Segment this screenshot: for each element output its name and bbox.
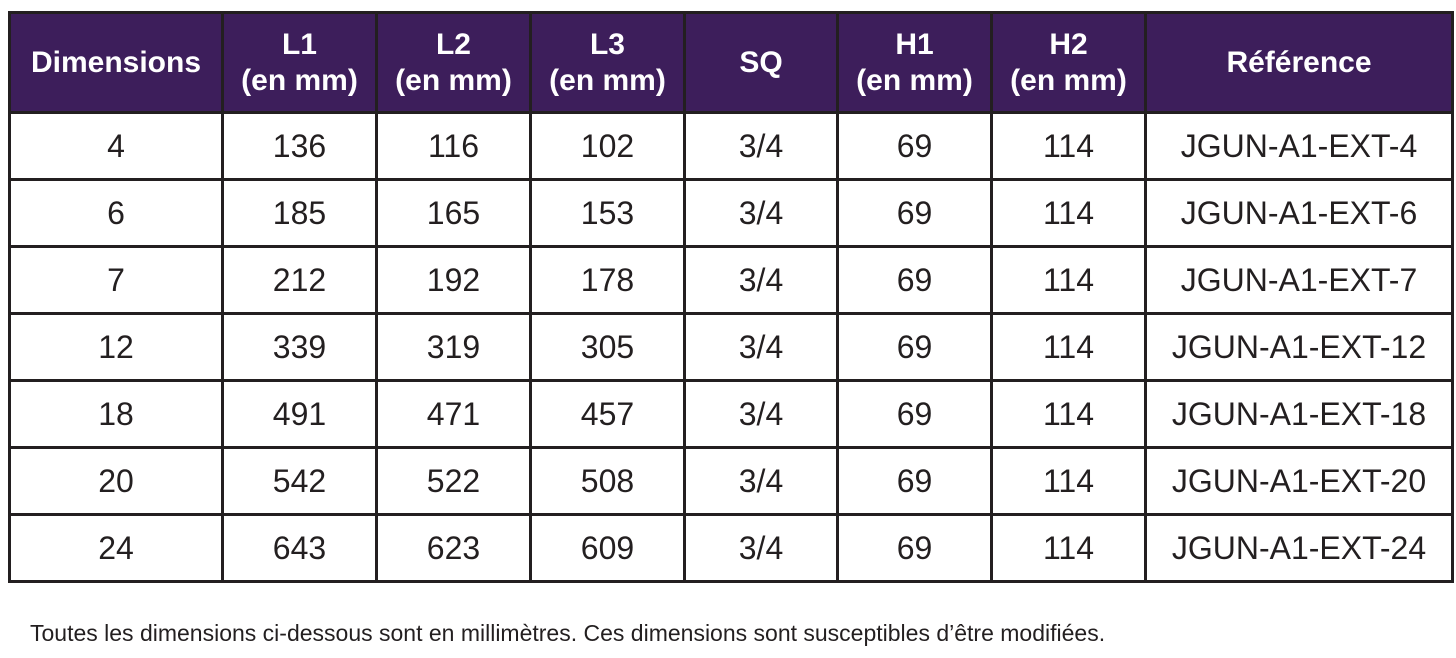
cell-reference: JGUN-A1-EXT-4	[1144, 111, 1454, 181]
cell-l1: 542	[221, 446, 378, 516]
cell-h1: 69	[836, 111, 993, 181]
dimensions-table-container: Dimensions L1 (en mm) L2 (en mm) L3 (en mm)…	[8, 11, 1454, 583]
cell-h1: 69	[836, 379, 993, 449]
cell-l1: 185	[221, 178, 378, 248]
cell-l2: 623	[375, 513, 532, 583]
table-row: 18 491 471 457 3/4 69 114 JGUN-A1-EXT-18	[8, 379, 1454, 449]
cell-sq: 3/4	[683, 513, 839, 583]
cell-reference: JGUN-A1-EXT-18	[1144, 379, 1454, 449]
table-row: 7 212 192 178 3/4 69 114 JGUN-A1-EXT-7	[8, 245, 1454, 315]
cell-reference: JGUN-A1-EXT-6	[1144, 178, 1454, 248]
cell-h2: 114	[990, 178, 1147, 248]
header-label: L1	[281, 27, 317, 61]
header-l3: L3 (en mm)	[529, 11, 686, 114]
cell-l3: 102	[529, 111, 686, 181]
cell-l1: 212	[221, 245, 378, 315]
cell-h1: 69	[836, 312, 993, 382]
cell-reference: JGUN-A1-EXT-20	[1144, 446, 1454, 516]
header-label: L2	[435, 27, 471, 61]
cell-l2: 165	[375, 178, 532, 248]
cell-l3: 153	[529, 178, 686, 248]
header-l2: L2 (en mm)	[375, 11, 532, 114]
cell-l2: 471	[375, 379, 532, 449]
header-h1: H1 (en mm)	[836, 11, 993, 114]
table-row: 4 136 116 102 3/4 69 114 JGUN-A1-EXT-4	[8, 111, 1454, 181]
cell-reference: JGUN-A1-EXT-7	[1144, 245, 1454, 315]
cell-sq: 3/4	[683, 379, 839, 449]
cell-h1: 69	[836, 178, 993, 248]
cell-l3: 457	[529, 379, 686, 449]
header-h2: H2 (en mm)	[990, 11, 1147, 114]
cell-l1: 491	[221, 379, 378, 449]
header-label: Dimensions	[30, 45, 202, 79]
cell-dimension: 4	[8, 111, 224, 181]
header-row: Dimensions L1 (en mm) L2 (en mm) L3 (en mm)…	[8, 11, 1454, 114]
header-dimensions: Dimensions	[8, 11, 224, 114]
cell-h1: 69	[836, 513, 993, 583]
table-row: 6 185 165 153 3/4 69 114 JGUN-A1-EXT-6	[8, 178, 1454, 248]
cell-h1: 69	[836, 245, 993, 315]
cell-h2: 114	[990, 379, 1147, 449]
cell-l2: 116	[375, 111, 532, 181]
cell-sq: 3/4	[683, 111, 839, 181]
header-label: H2	[1049, 27, 1088, 61]
header-l1: L1 (en mm)	[221, 11, 378, 114]
cell-l3: 305	[529, 312, 686, 382]
header-unit: (en mm)	[549, 63, 666, 97]
table-row: 20 542 522 508 3/4 69 114 JGUN-A1-EXT-20	[8, 446, 1454, 516]
header-label: H1	[895, 27, 934, 61]
cell-dimension: 20	[8, 446, 224, 516]
cell-l3: 508	[529, 446, 686, 516]
table-row: 24 643 623 609 3/4 69 114 JGUN-A1-EXT-24	[8, 513, 1454, 583]
table-header: Dimensions L1 (en mm) L2 (en mm) L3 (en mm)…	[8, 11, 1454, 114]
cell-h2: 114	[990, 312, 1147, 382]
cell-l1: 339	[221, 312, 378, 382]
cell-l1: 136	[221, 111, 378, 181]
cell-l2: 319	[375, 312, 532, 382]
cell-l3: 178	[529, 245, 686, 315]
header-sq: SQ	[683, 11, 839, 114]
table-row: 12 339 319 305 3/4 69 114 JGUN-A1-EXT-12	[8, 312, 1454, 382]
header-unit: (en mm)	[395, 63, 512, 97]
dimensions-table: Dimensions L1 (en mm) L2 (en mm) L3 (en mm)…	[8, 11, 1454, 583]
cell-l2: 522	[375, 446, 532, 516]
cell-dimension: 6	[8, 178, 224, 248]
cell-sq: 3/4	[683, 446, 839, 516]
header-unit: (en mm)	[241, 63, 358, 97]
cell-reference: JGUN-A1-EXT-24	[1144, 513, 1454, 583]
cell-dimension: 18	[8, 379, 224, 449]
cell-h1: 69	[836, 446, 993, 516]
table-body: 4 136 116 102 3/4 69 114 JGUN-A1-EXT-4 6…	[8, 111, 1454, 583]
header-label: Référence	[1226, 45, 1372, 79]
cell-l1: 643	[221, 513, 378, 583]
cell-h2: 114	[990, 245, 1147, 315]
cell-l2: 192	[375, 245, 532, 315]
header-unit: (en mm)	[1010, 63, 1127, 97]
cell-dimension: 7	[8, 245, 224, 315]
header-label: SQ	[739, 45, 783, 79]
cell-sq: 3/4	[683, 178, 839, 248]
header-label: L3	[589, 27, 625, 61]
cell-sq: 3/4	[683, 312, 839, 382]
cell-dimension: 24	[8, 513, 224, 583]
cell-h2: 114	[990, 513, 1147, 583]
cell-sq: 3/4	[683, 245, 839, 315]
footnote: Toutes les dimensions ci-dessous sont en…	[30, 620, 1106, 646]
cell-dimension: 12	[8, 312, 224, 382]
cell-reference: JGUN-A1-EXT-12	[1144, 312, 1454, 382]
cell-h2: 114	[990, 111, 1147, 181]
cell-l3: 609	[529, 513, 686, 583]
header-reference: Référence	[1144, 11, 1454, 114]
header-unit: (en mm)	[856, 63, 973, 97]
cell-h2: 114	[990, 446, 1147, 516]
